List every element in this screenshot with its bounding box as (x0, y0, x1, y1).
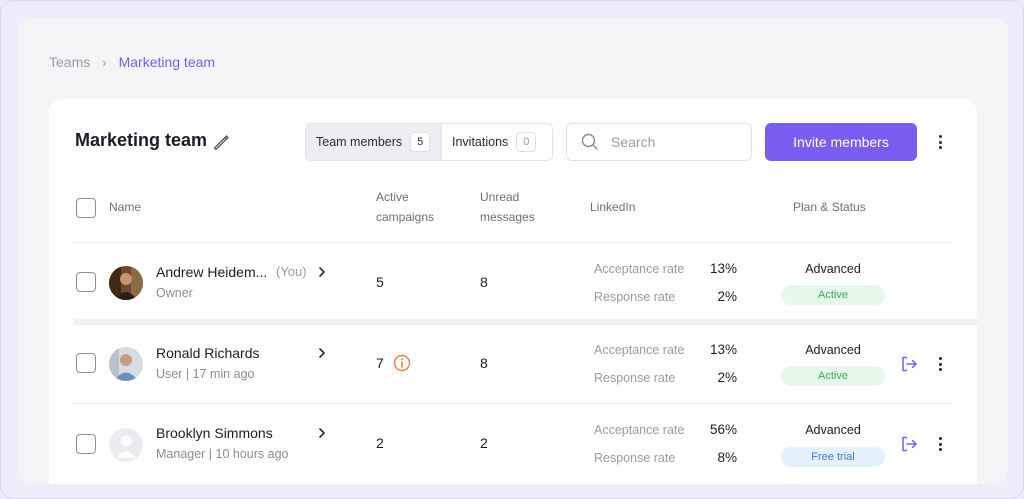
column-header-active-campaigns-line1: Active (376, 190, 409, 204)
row-divider (74, 403, 951, 404)
column-header-linkedin: LinkedIn (590, 200, 636, 214)
info-icon[interactable] (393, 354, 411, 372)
unread-messages-value: 8 (480, 274, 488, 290)
avatar (109, 266, 143, 300)
avatar (109, 428, 143, 462)
team-card: Marketing team Team members 5 Invitation… (49, 99, 977, 484)
status-badge: Active (781, 366, 885, 386)
member-role: User | 17 min ago (156, 367, 255, 381)
invite-members-button[interactable]: Invite members (765, 123, 917, 161)
tab-team-members-label: Team members (316, 135, 403, 149)
response-rate-value: 2% (717, 289, 737, 304)
column-header-unread-line2: messages (480, 210, 535, 224)
active-campaigns-value: 7 (376, 355, 384, 371)
tab-team-members-count: 5 (410, 132, 431, 152)
member-name[interactable]: Ronald Richards (156, 345, 260, 361)
response-rate-label: Response rate (594, 451, 676, 465)
status-badge: Free trial (781, 447, 885, 467)
you-tag: (You) (276, 264, 307, 279)
acceptance-rate-label: Acceptance rate (594, 423, 685, 437)
chevron-right-icon[interactable] (317, 427, 327, 439)
exit-icon[interactable] (900, 435, 918, 453)
member-name[interactable]: Andrew Heidem... (156, 264, 268, 280)
active-campaigns-value: 2 (376, 435, 384, 451)
avatar (109, 347, 143, 381)
chevron-right-icon[interactable] (317, 266, 327, 278)
column-header-active-campaigns: Active campaigns (376, 187, 434, 227)
header-divider (74, 242, 951, 243)
unread-messages-value: 8 (480, 355, 488, 371)
column-header-plan-status: Plan & Status (793, 200, 866, 214)
acceptance-rate-value: 13% (709, 342, 737, 357)
member-name[interactable]: Brooklyn Simmons (156, 425, 273, 441)
status-badge: Active (781, 285, 885, 305)
search-input[interactable] (611, 134, 741, 150)
response-rate-label: Response rate (594, 371, 676, 385)
edit-pencil-icon[interactable] (212, 132, 232, 152)
members-tabs: Team members 5 Invitations 0 (305, 123, 553, 161)
unread-messages-value: 2 (480, 435, 488, 451)
tab-invitations[interactable]: Invitations 0 (442, 124, 546, 160)
exit-icon[interactable] (900, 355, 918, 373)
response-rate-value: 8% (717, 450, 737, 465)
member-role: Owner (156, 286, 193, 300)
column-header-name: Name (109, 200, 142, 214)
column-header-unread-messages: Unread messages (480, 187, 535, 227)
row-checkbox[interactable] (76, 353, 96, 373)
page-title: Marketing team (75, 130, 208, 150)
search-icon (581, 133, 598, 150)
response-rate-label: Response rate (594, 290, 676, 304)
breadcrumb-current: Marketing team (118, 54, 216, 70)
plan-name: Advanced (805, 262, 861, 276)
row-divider (74, 319, 977, 325)
active-campaigns-value: 5 (376, 274, 384, 290)
more-vertical-icon[interactable] (932, 134, 948, 150)
acceptance-rate-value: 13% (709, 261, 737, 276)
member-role: Manager | 10 hours ago (156, 447, 289, 461)
select-all-checkbox[interactable] (76, 198, 96, 218)
row-checkbox[interactable] (76, 272, 96, 292)
column-header-unread-line1: Unread (480, 190, 520, 204)
row-checkbox[interactable] (76, 434, 96, 454)
plan-name: Advanced (805, 423, 861, 437)
breadcrumb-teams-link[interactable]: Teams (49, 54, 91, 70)
response-rate-value: 2% (717, 370, 737, 385)
tab-invitations-count: 0 (516, 132, 537, 152)
plan-name: Advanced (805, 343, 861, 357)
chevron-right-icon[interactable] (317, 347, 327, 359)
search-box (566, 123, 752, 161)
tab-invitations-label: Invitations (452, 135, 509, 149)
breadcrumb: Teams › Marketing team (49, 53, 215, 71)
column-header-active-campaigns-line2: campaigns (376, 210, 435, 224)
more-vertical-icon[interactable] (932, 436, 948, 452)
acceptance-rate-label: Acceptance rate (594, 262, 685, 276)
acceptance-rate-value: 56% (709, 422, 737, 437)
acceptance-rate-label: Acceptance rate (594, 343, 685, 357)
breadcrumb-separator: › (102, 54, 107, 70)
more-vertical-icon[interactable] (932, 356, 948, 372)
tab-team-members[interactable]: Team members 5 (306, 124, 442, 160)
